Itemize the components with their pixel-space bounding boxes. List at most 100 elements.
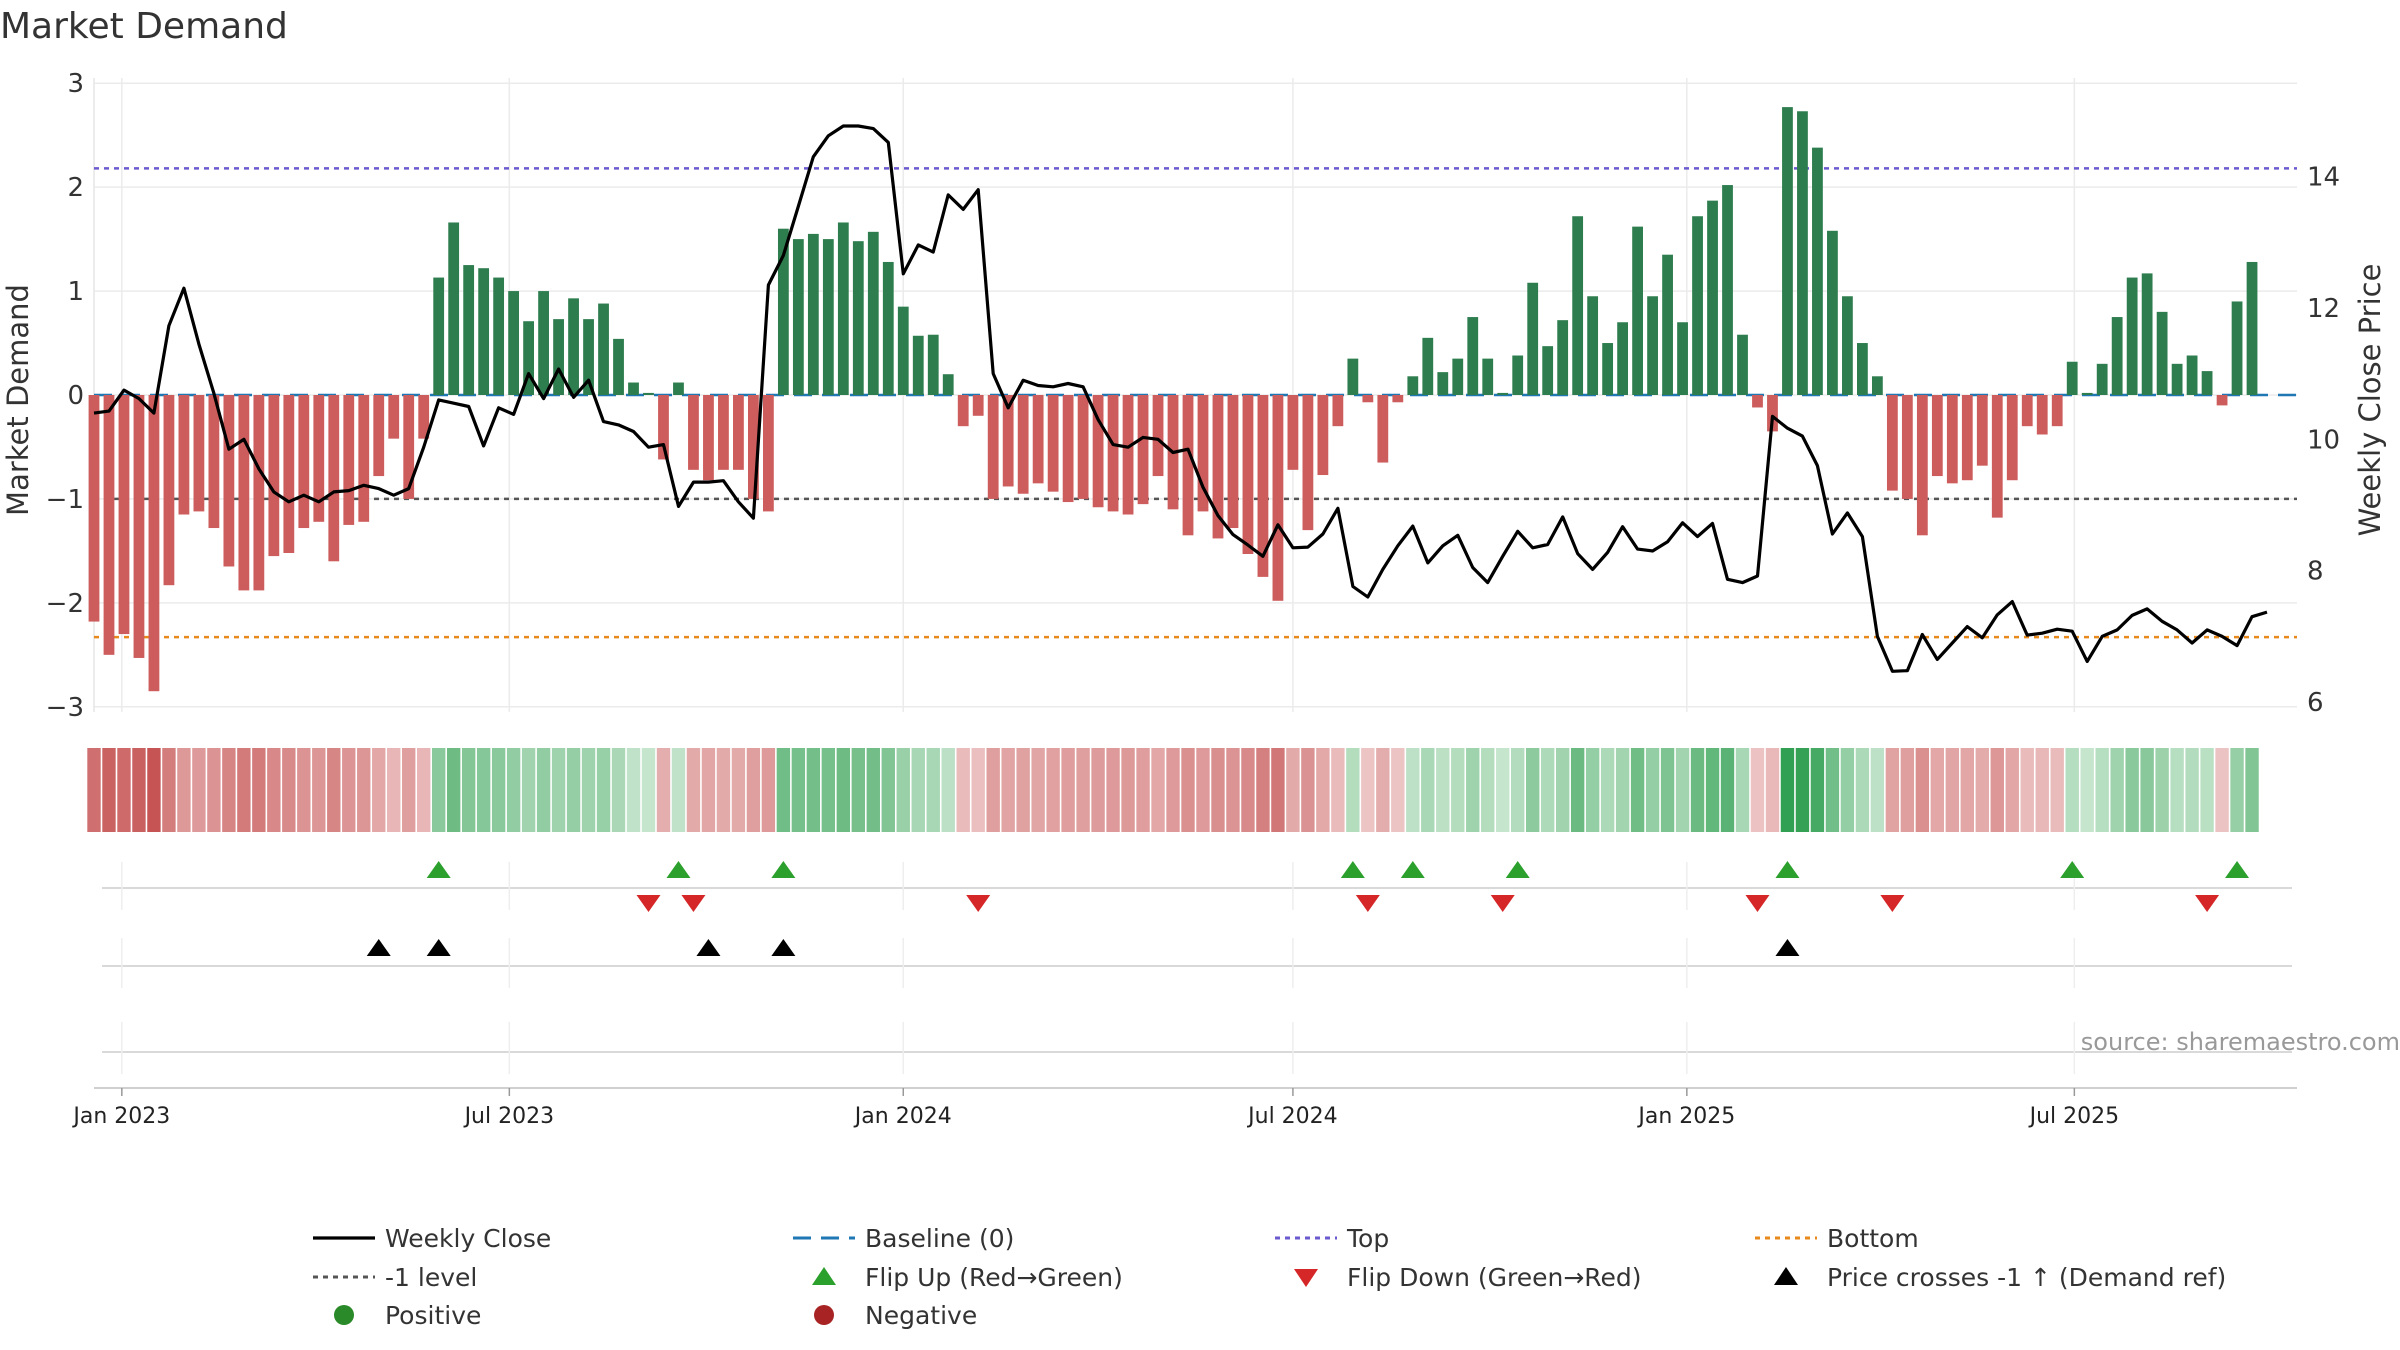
event-markers — [102, 861, 2292, 1074]
heat-cell — [476, 748, 491, 832]
demand-bar-negative — [2216, 395, 2228, 406]
demand-bar-positive — [867, 231, 879, 395]
heat-cell — [941, 748, 955, 832]
demand-bar-negative — [1362, 395, 1374, 403]
demand-bar-negative — [762, 395, 774, 512]
demand-bar-positive — [1542, 346, 1554, 395]
demand-bar-negative — [268, 395, 280, 557]
y-axis-label: Market Demand — [1, 284, 35, 516]
legend-label: Baseline (0) — [865, 1224, 1014, 1253]
legend-label: Price crosses -1 ↑ (Demand ref) — [1827, 1263, 2226, 1292]
heat-cell — [87, 748, 101, 832]
heat-cell — [986, 748, 1000, 832]
heat-cell — [1436, 748, 1450, 832]
heat-cell — [611, 748, 626, 832]
heat-cell — [1630, 748, 1645, 832]
heat-cell — [1840, 748, 1855, 832]
y-tick-label: −2 — [46, 589, 84, 619]
legend-label: Weekly Close — [385, 1224, 551, 1253]
demand-bar-negative — [313, 395, 325, 522]
x-tick-label: Jul 2025 — [2028, 1104, 2120, 1129]
demand-bar-negative — [1901, 395, 1913, 499]
demand-bar-positive — [1782, 107, 1793, 396]
demand-bar-negative — [1332, 395, 1344, 427]
heat-cell — [1226, 748, 1240, 832]
heat-cell — [1975, 748, 1989, 832]
demand-bar-positive — [1707, 200, 1718, 395]
weekly-close-line — [93, 124, 2268, 673]
demand-bar-positive — [1347, 358, 1359, 395]
heat-cell — [192, 748, 206, 832]
y2-axis-label: Weekly Close Price — [2353, 264, 2387, 537]
demand-bar-positive — [897, 306, 909, 395]
heat-cell — [2200, 748, 2214, 832]
heat-cell — [446, 748, 461, 832]
demand-bar-negative — [1916, 395, 1928, 536]
demand-bar-positive — [2081, 392, 2093, 395]
heat-cell — [1031, 748, 1045, 832]
heat-cell — [102, 748, 116, 832]
heat-cell — [731, 748, 746, 832]
heat-cell — [1855, 748, 1870, 832]
flip-down-marker — [1745, 895, 1770, 912]
heat-cell — [1885, 748, 1900, 832]
heat-cell — [1735, 748, 1750, 832]
heat-cell — [1825, 748, 1840, 832]
legend-label: Top — [1346, 1224, 1389, 1253]
demand-bar-positive — [1662, 254, 1673, 395]
demand-bar-positive — [433, 277, 445, 395]
legend-label: Negative — [865, 1301, 977, 1330]
heat-cell — [431, 748, 446, 832]
flip-up-marker — [771, 861, 796, 878]
demand-bar-positive — [1827, 230, 1838, 395]
demand-bar-positive — [1677, 322, 1688, 395]
heat-cell — [2140, 748, 2154, 832]
heat-cell — [1211, 748, 1225, 832]
demand-bar-negative — [238, 395, 250, 591]
heat-cell — [1615, 748, 1630, 832]
source-text: source: sharemaestro.com — [2081, 1028, 2400, 1056]
heat-cell — [1301, 748, 1315, 832]
heat-cell — [342, 748, 356, 832]
y-tick-label: 3 — [67, 69, 84, 99]
demand-bar-positive — [1497, 392, 1509, 395]
heat-cell — [536, 748, 551, 832]
heat-cell — [806, 748, 821, 832]
demand-bar-negative — [2021, 395, 2033, 427]
demand-bar-positive — [643, 392, 654, 395]
heat-cell — [207, 748, 221, 832]
heat-cell — [551, 748, 566, 832]
weekly-close-series — [93, 124, 2268, 673]
demand-bar-positive — [1452, 358, 1464, 395]
heat-cell — [2005, 748, 2019, 832]
legend-label: Flip Up (Red→Green) — [865, 1263, 1123, 1292]
demand-bar-positive — [2126, 277, 2138, 395]
heat-cell — [896, 748, 910, 832]
demand-bar-negative — [103, 395, 115, 655]
demand-bar-positive — [583, 319, 594, 395]
y-tick-label: 0 — [67, 381, 84, 411]
demand-bar-positive — [1737, 334, 1748, 395]
demand-bar-positive — [1632, 226, 1643, 395]
heat-cell — [1585, 748, 1600, 832]
legend-swatch-circle — [334, 1305, 354, 1325]
flip-up-marker — [1775, 861, 1800, 878]
heat-cell — [686, 748, 701, 832]
demand-bar-negative — [1287, 395, 1299, 470]
demand-bar-negative — [133, 395, 145, 658]
flip-down-marker — [636, 895, 661, 912]
heat-cell — [1166, 748, 1180, 832]
demand-bar-positive — [2156, 311, 2168, 395]
heat-cell — [1511, 748, 1525, 832]
heat-cell — [1271, 748, 1285, 832]
heat-cell — [461, 748, 476, 832]
demand-bar-positive — [1871, 376, 1883, 395]
heat-cell — [297, 748, 311, 832]
heat-cell — [2050, 748, 2064, 832]
demand-bar-negative — [388, 395, 400, 439]
heat-cell — [2230, 748, 2244, 832]
heat-cell — [1870, 748, 1885, 832]
demand-bar-positive — [777, 228, 789, 395]
heat-cell — [1496, 748, 1510, 832]
demand-bar-negative — [118, 395, 130, 635]
